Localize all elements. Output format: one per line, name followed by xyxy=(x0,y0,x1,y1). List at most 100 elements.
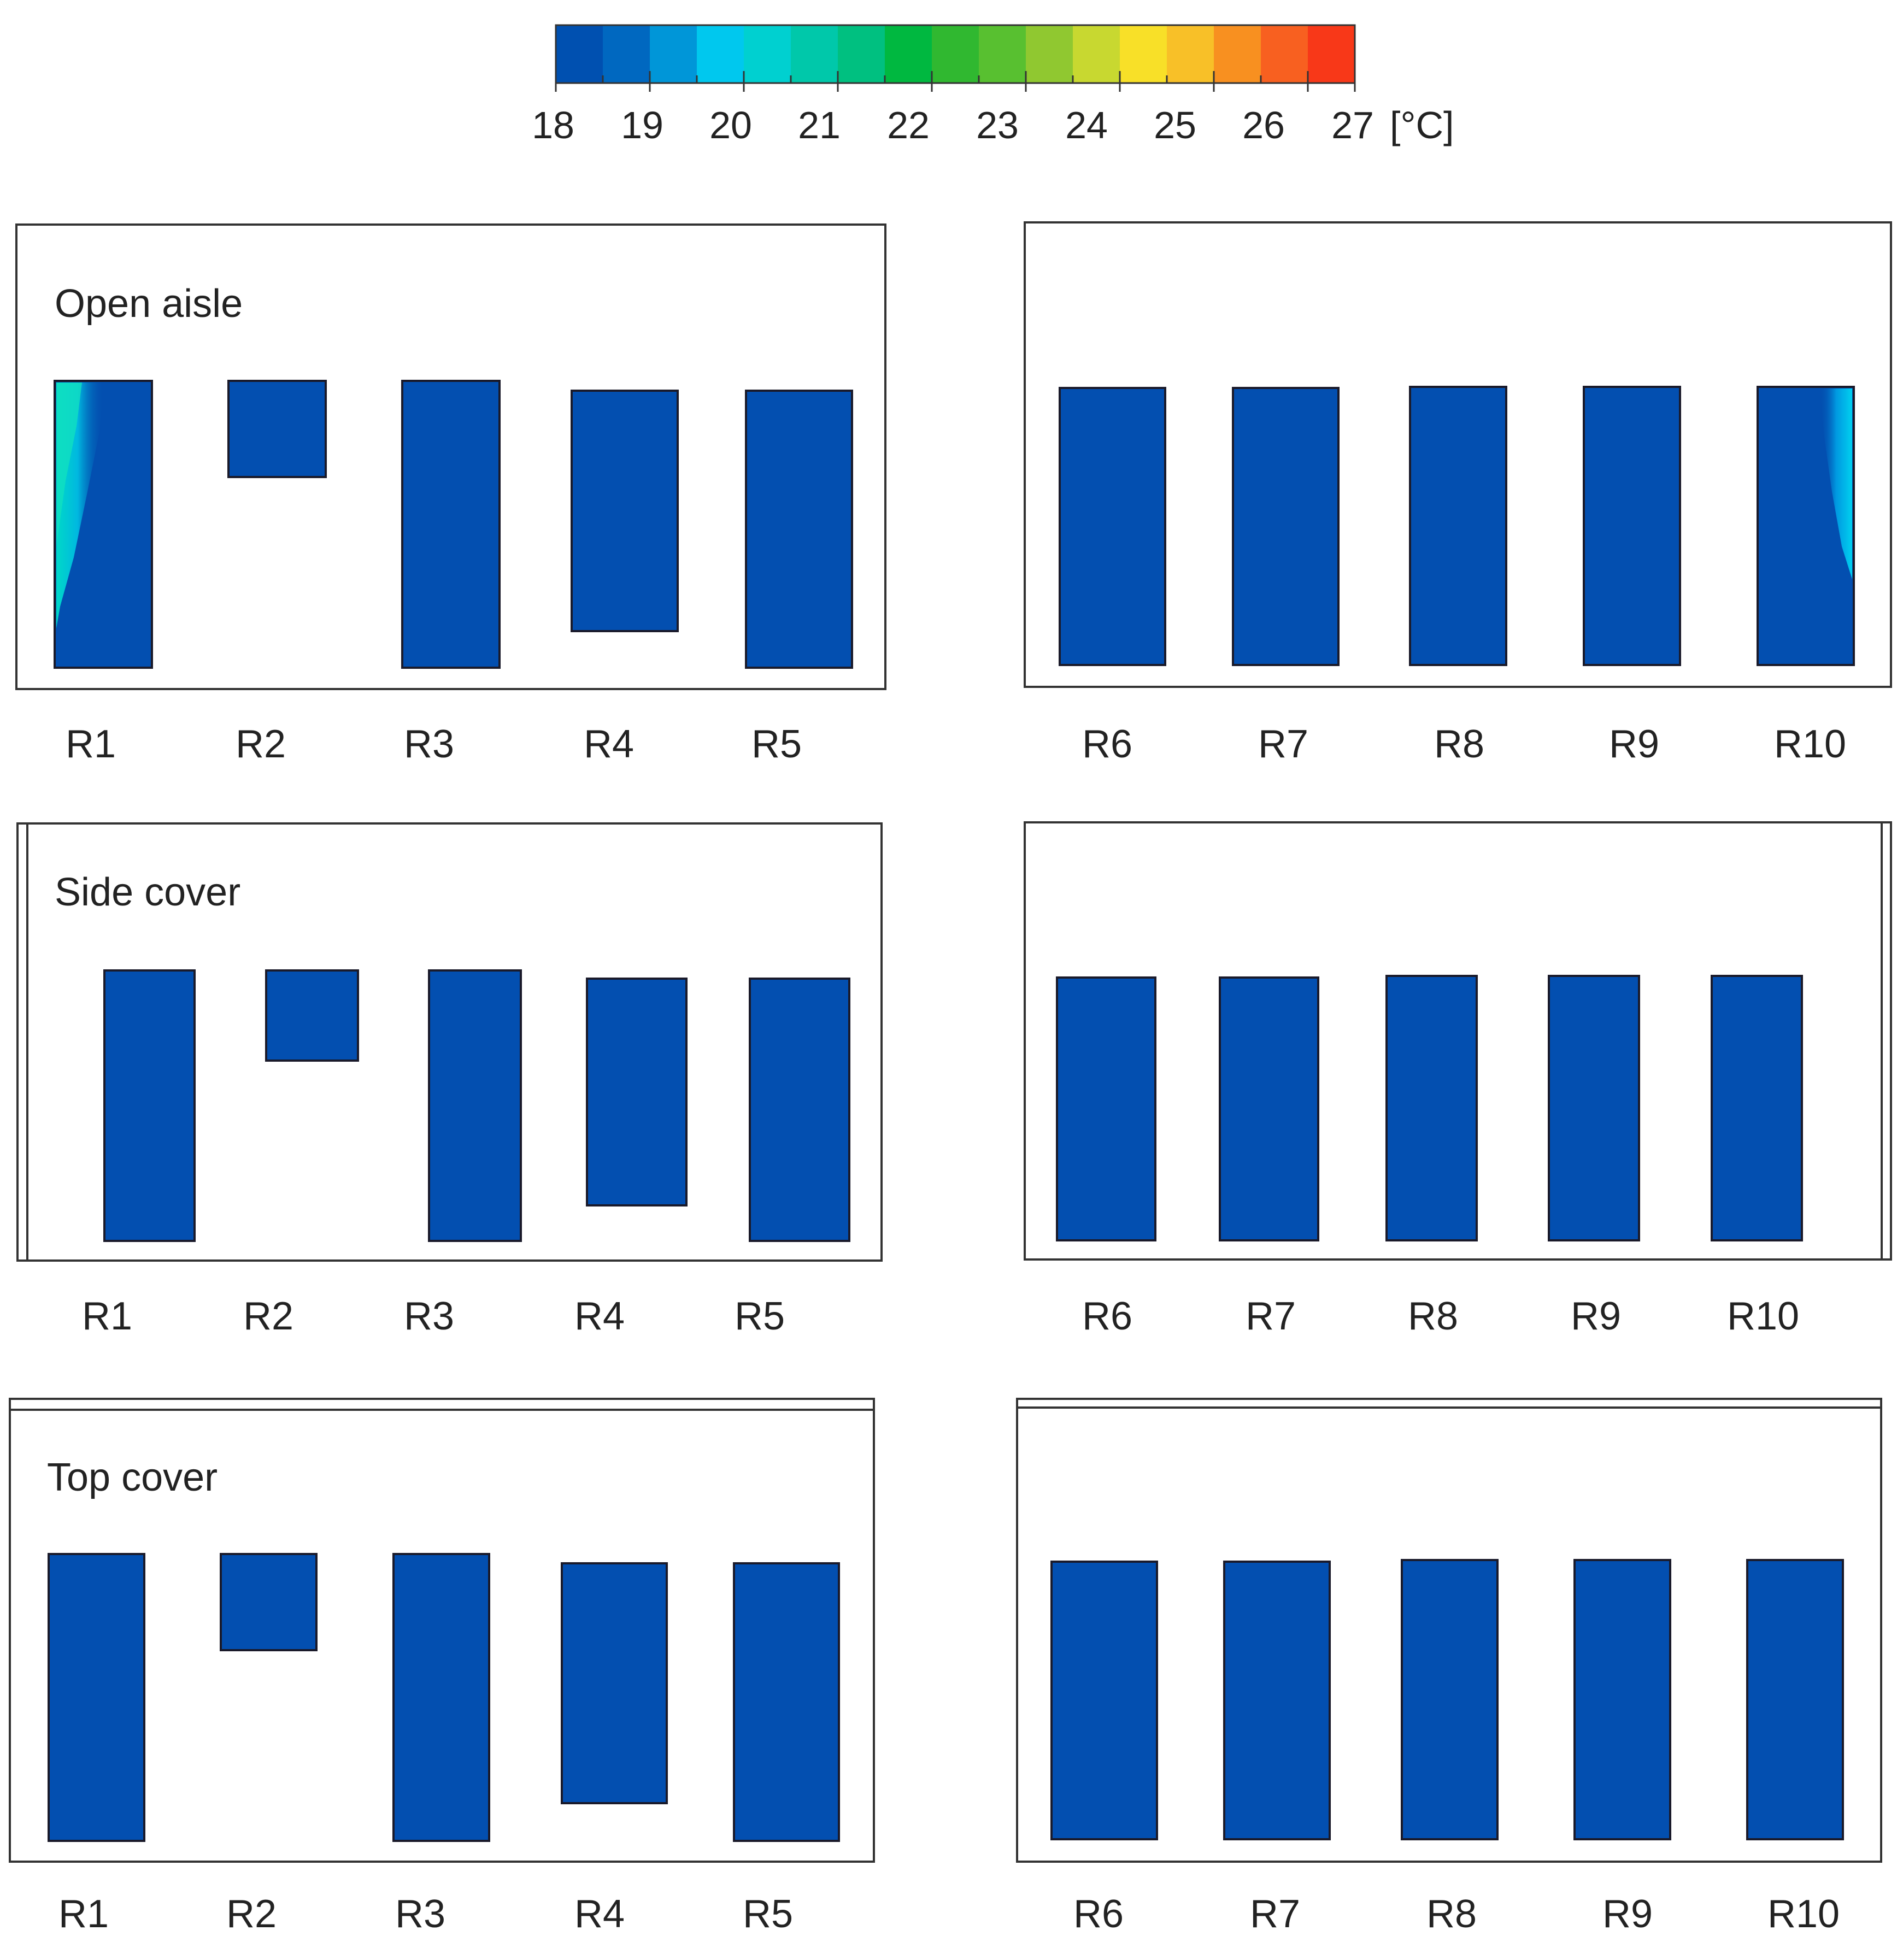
panel-open-aisle-right: R6 R7 R8 R9 R10 xyxy=(1024,221,1892,766)
colorbar-swatch xyxy=(697,25,744,83)
rack-r1 xyxy=(54,380,153,669)
rack-label: R5 xyxy=(743,1892,793,1936)
rack-r2 xyxy=(265,969,359,1062)
colorbar-tick-label: 19 xyxy=(621,104,663,146)
colorbar-tick-label: 22 xyxy=(887,104,930,146)
rack-label: R8 xyxy=(1408,1294,1458,1338)
colorbar-swatch xyxy=(838,25,885,83)
panel-frame xyxy=(15,223,886,690)
rack-r2 xyxy=(227,380,327,478)
panel-frame xyxy=(16,822,883,1262)
colorbar: 18 19 20 21 22 23 24 25 26 27 [°C] xyxy=(532,24,1454,146)
colorbar-swatch xyxy=(1073,25,1120,83)
panel-title: Top cover xyxy=(47,1456,218,1499)
rack-label: R3 xyxy=(404,1294,454,1338)
rack-label: R5 xyxy=(751,722,802,766)
rack-r3 xyxy=(428,969,522,1242)
rack-label: R7 xyxy=(1246,1294,1296,1338)
rack-label: R2 xyxy=(226,1892,277,1936)
panel-side-cover-left: Side cover R1 R2 R3 R4 R5 xyxy=(16,822,883,1338)
colorbar-swatch xyxy=(1261,25,1308,83)
colorbar-swatch xyxy=(791,25,838,83)
rack-label: R6 xyxy=(1082,1294,1132,1338)
colorbar-swatch xyxy=(1120,25,1167,83)
colorbar-tick-label: 21 xyxy=(798,104,841,146)
rack-label: R10 xyxy=(1767,1892,1840,1936)
colorbar-swatch xyxy=(979,25,1026,83)
panel-frame xyxy=(1024,221,1892,688)
rack-label: R8 xyxy=(1434,722,1484,766)
colorbar-swatch xyxy=(1308,25,1355,83)
panel-top-cover-left: Top cover R1 R2 R3 R4 R5 xyxy=(9,1398,875,1936)
rack-label: R2 xyxy=(236,722,286,766)
panel-frame xyxy=(1024,821,1892,1261)
rack-r1-hotspot-core xyxy=(56,382,82,546)
rack-label: R5 xyxy=(735,1294,785,1338)
colorbar-tick-label: 25 xyxy=(1154,104,1196,146)
rack-label: R1 xyxy=(66,722,116,766)
rack-r10 xyxy=(1711,975,1803,1241)
panel-top-cover-right: R6 R7 R8 R9 R10 xyxy=(1016,1398,1882,1936)
rack-r5 xyxy=(733,1562,840,1842)
panel-frame xyxy=(9,1398,875,1863)
rack-r4 xyxy=(586,978,688,1206)
colorbar-unit: [°C] xyxy=(1390,104,1454,146)
colorbar-swatch xyxy=(603,25,650,83)
panel-title: Open aisle xyxy=(55,282,243,326)
rack-label: R9 xyxy=(1609,722,1659,766)
rack-r7 xyxy=(1232,387,1340,666)
rack-label: R4 xyxy=(574,1892,625,1936)
rack-r1 xyxy=(103,969,196,1242)
rack-r7 xyxy=(1223,1561,1331,1840)
rack-label: R6 xyxy=(1082,722,1132,766)
rack-label: R7 xyxy=(1250,1892,1300,1936)
colorbar-swatch xyxy=(556,25,603,83)
colorbar-tick-label: 26 xyxy=(1242,104,1285,146)
rack-r5 xyxy=(745,390,853,669)
rack-label: R6 xyxy=(1073,1892,1124,1936)
rack-r10 xyxy=(1757,386,1855,666)
colorbar-tick-label: 27 xyxy=(1331,104,1374,146)
rack-r3 xyxy=(392,1553,490,1842)
rack-r5 xyxy=(749,978,850,1242)
colorbar-swatches xyxy=(556,25,1355,83)
colorbar-swatch xyxy=(1026,25,1073,83)
rack-label: R7 xyxy=(1258,722,1308,766)
panel-frame xyxy=(1016,1398,1882,1863)
rack-r4 xyxy=(571,390,679,632)
rack-label: R3 xyxy=(395,1892,445,1936)
rack-r2 xyxy=(220,1553,318,1651)
rack-label: R1 xyxy=(58,1892,109,1936)
colorbar-tick-label: 23 xyxy=(976,104,1019,146)
panel-open-aisle-left: Open aisle R1 R2 R3 R4 R5 xyxy=(15,223,886,766)
rack-label: R9 xyxy=(1602,1892,1653,1936)
rack-label: R10 xyxy=(1727,1294,1799,1338)
rack-label: R9 xyxy=(1571,1294,1621,1338)
rack-r8 xyxy=(1409,386,1507,666)
rack-r9 xyxy=(1583,386,1681,666)
rack-r6 xyxy=(1056,976,1156,1241)
rack-label: R3 xyxy=(404,722,454,766)
colorbar-swatch xyxy=(1214,25,1261,83)
rack-r3 xyxy=(401,380,501,669)
rack-r6 xyxy=(1050,1561,1158,1840)
rack-label: R4 xyxy=(574,1294,625,1338)
panel-title: Side cover xyxy=(55,870,240,914)
rack-r4 xyxy=(561,1562,668,1804)
colorbar-ticks xyxy=(555,71,1356,92)
rack-label: R2 xyxy=(243,1294,293,1338)
colorbar-swatch xyxy=(650,25,697,83)
colorbar-swatch xyxy=(1167,25,1214,83)
rack-r7 xyxy=(1219,976,1319,1241)
colorbar-tick-label: 20 xyxy=(709,104,752,146)
rack-label: R1 xyxy=(82,1294,132,1338)
rack-r6 xyxy=(1059,387,1166,666)
colorbar-swatch xyxy=(744,25,791,83)
rack-r10 xyxy=(1746,1559,1844,1840)
rack-r8 xyxy=(1385,975,1478,1241)
rack-label: R8 xyxy=(1426,1892,1477,1936)
rack-label: R10 xyxy=(1774,722,1846,766)
rack-label: R4 xyxy=(584,722,634,766)
colorbar-tick-labels: 18 19 20 21 22 23 24 25 26 27 [°C] xyxy=(532,104,1454,146)
